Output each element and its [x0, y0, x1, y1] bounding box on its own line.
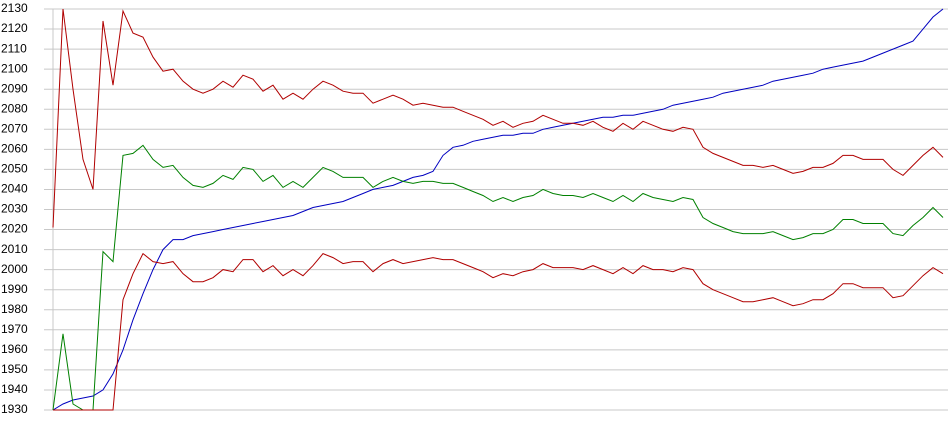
y-tick-label: 2020 — [1, 222, 28, 236]
y-tick-label: 1930 — [1, 402, 28, 416]
y-tick-label: 2100 — [1, 61, 28, 75]
y-tick-label: 2090 — [1, 81, 28, 95]
line-series — [52, 8, 944, 228]
y-tick-label: 2010 — [1, 242, 28, 256]
line-series — [52, 144, 944, 411]
y-tick-label: 2060 — [1, 142, 28, 156]
y-tick-label: 2110 — [1, 41, 27, 55]
y-tick-label: 1940 — [1, 382, 28, 396]
y-tick-label: 1960 — [1, 342, 28, 356]
y-tick-label: 2050 — [1, 162, 28, 176]
line-series — [53, 252, 944, 411]
y-tick-label: 1950 — [1, 362, 28, 376]
y-tick-label: 2120 — [1, 21, 28, 35]
y-tick-label: 2080 — [1, 101, 28, 115]
y-tick-label: 2040 — [1, 182, 28, 196]
y-tick-label: 2130 — [1, 1, 28, 15]
y-tick-label: 1980 — [1, 302, 28, 316]
y-tick-label: 1990 — [1, 282, 28, 296]
y-tick-label: 2070 — [1, 121, 28, 135]
y-tick-label: 2000 — [1, 262, 28, 276]
y-tick-label: 1970 — [1, 322, 28, 336]
y-tick-label: 2030 — [1, 202, 28, 216]
line-series — [52, 8, 944, 411]
